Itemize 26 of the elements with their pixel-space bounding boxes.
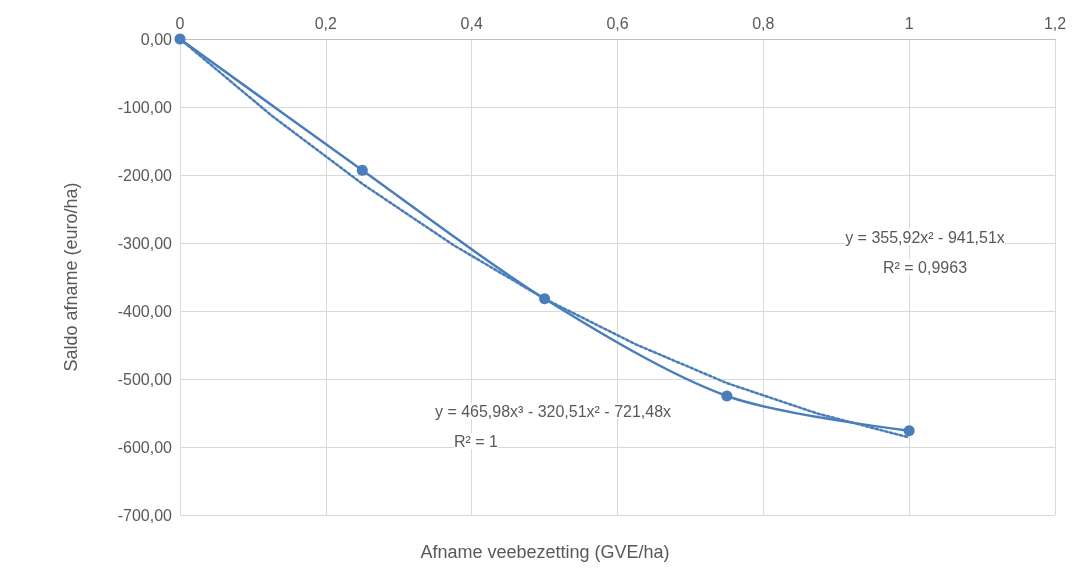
y-tick-label: -400,00 [117,302,173,320]
x-tick-label: 0,2 [314,14,338,32]
annotation: R² = 0,9963 [882,258,968,276]
y-tick-label: -300,00 [117,234,173,252]
x-tick-label: 0,4 [460,14,483,32]
x-tick-label: 0,8 [752,14,775,32]
point [174,33,186,45]
y-tick-label: -600,00 [117,438,173,456]
x-tick-label: 1 [904,14,914,32]
y-tick-label: -700,00 [117,506,173,524]
x-tick-label: 0 [175,14,185,32]
y-tick-label: 0,00 [140,30,173,48]
x-tick-label: 0,6 [606,14,629,32]
point [903,425,915,437]
x-axis-title: Afname veebezetting (GVE/ha) [420,542,670,562]
point [539,293,551,305]
annotation: y = 465,98x³ - 320,51x² - 721,48x [434,402,672,420]
point [356,164,368,176]
y-tick-label: -100,00 [117,98,173,116]
point [721,390,733,402]
y-tick-label: -500,00 [117,370,173,388]
y-axis-title: Saldo afname (euro/ha) [61,182,81,372]
x-tick-label: 1,2 [1043,14,1067,32]
annotation: R² = 1 [453,432,499,450]
annotation: y = 355,92x² - 941,51x [845,228,1005,246]
y-tick-label: -200,00 [117,166,173,184]
